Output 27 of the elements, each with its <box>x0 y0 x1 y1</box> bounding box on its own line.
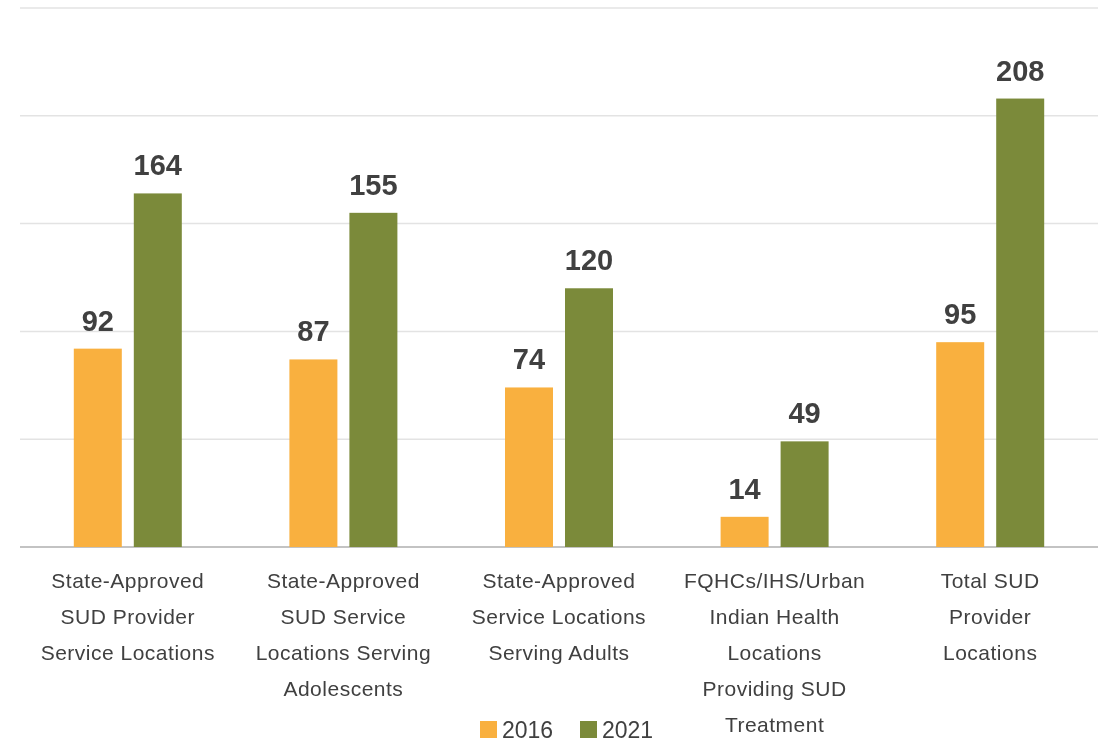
x-tick-label: State-Approved Service Locations Serving Adults <box>471 569 647 664</box>
bar <box>133 193 182 547</box>
data-label: 164 <box>133 149 182 182</box>
bar <box>505 387 553 547</box>
x-tick-label: FQHCs/IHS/Urban Indian Health Locations Providing SUD Treatment <box>683 569 866 736</box>
data-label: 120 <box>564 244 614 277</box>
legend-label: 2016 <box>502 717 554 743</box>
data-label: 14 <box>728 472 761 505</box>
bar <box>349 212 398 547</box>
bar <box>289 359 338 547</box>
data-label: 74 <box>512 343 546 376</box>
bar <box>720 516 769 547</box>
data-label: 49 <box>788 397 821 430</box>
data-label: 95 <box>944 298 977 331</box>
bar <box>996 98 1045 547</box>
data-label: 208 <box>996 54 1045 87</box>
legend-label: 2021 <box>602 717 654 743</box>
x-tick-label: Total SUD Provider Locations <box>940 569 1040 664</box>
bar <box>780 441 829 547</box>
data-label: 155 <box>349 168 398 201</box>
bar <box>73 348 122 547</box>
data-label: 87 <box>297 315 330 348</box>
bar <box>936 342 985 547</box>
x-tick-label: State-Approved SUD Service Locations Serving Adolescents <box>255 569 432 700</box>
x-tick-label: State-Approved SUD Provider Service Locations <box>40 569 215 664</box>
bar <box>565 288 613 547</box>
data-label: 92 <box>81 304 114 337</box>
